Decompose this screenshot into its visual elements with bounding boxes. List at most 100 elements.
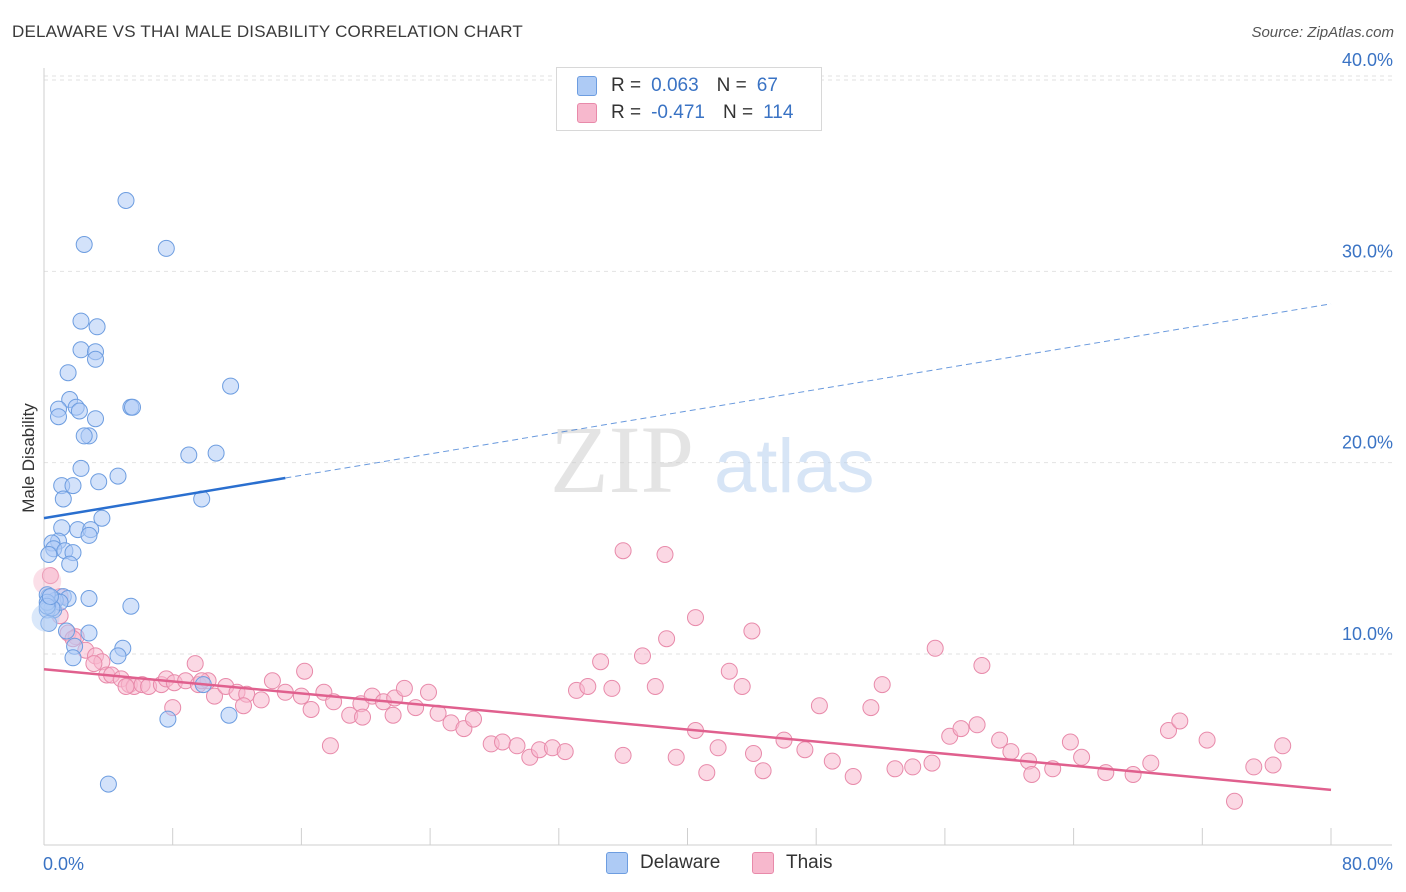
y-tick-label: 10.0% (1342, 624, 1393, 644)
data-point (186, 655, 204, 673)
legend-row-delaware: R = 0.063 N = 67 (577, 73, 778, 99)
thais-points (33, 542, 1292, 810)
data-point (687, 609, 704, 627)
data-point (634, 647, 651, 665)
data-point (407, 699, 425, 717)
data-point (1023, 766, 1041, 783)
data-point (159, 710, 177, 728)
data-point (87, 350, 104, 368)
thais-trend-line (43, 668, 1332, 792)
data-point (745, 745, 762, 762)
y-tick-labels: 10.0% 20.0% 30.0% 40.0% (1342, 50, 1393, 644)
data-point (603, 679, 621, 697)
data-point (80, 526, 98, 544)
data-point (296, 662, 314, 680)
data-point (75, 236, 93, 253)
data-point (80, 624, 98, 642)
data-point (1226, 792, 1243, 810)
data-point (263, 672, 281, 690)
data-point (41, 588, 59, 606)
data-point (117, 678, 135, 695)
data-point (72, 312, 90, 330)
data-point (873, 676, 891, 694)
stats-legend: R = 0.063 N = 67 R = -0.471 N = 114 (556, 67, 822, 131)
data-point-cluster (31, 603, 60, 632)
data-point (667, 748, 685, 766)
data-point (72, 341, 90, 359)
data-point (117, 192, 135, 209)
y-tick-label: 30.0% (1342, 241, 1393, 261)
data-point (384, 706, 402, 724)
data-point (87, 410, 104, 428)
data-point (41, 567, 59, 585)
data-point (85, 655, 103, 673)
legend-r-value: -0.471 (651, 102, 705, 123)
series-legend: Delaware Thais (0, 852, 1406, 878)
data-point (58, 622, 75, 640)
data-point (54, 490, 72, 508)
legend-n-label: N = (722, 102, 754, 123)
data-point (302, 701, 320, 718)
data-point (733, 678, 751, 695)
delaware-trend-line (43, 476, 286, 520)
data-point (180, 446, 198, 464)
legend-n-label: N = (716, 75, 747, 96)
data-point (709, 739, 727, 757)
data-point (656, 546, 674, 563)
data-point (1264, 756, 1282, 774)
data-point (614, 542, 632, 560)
legend-r-label: R = (611, 102, 642, 123)
watermark: ZIP atlas (550, 406, 875, 513)
data-point (1073, 748, 1091, 766)
watermark-zip: ZIP (550, 406, 694, 513)
data-point (1002, 743, 1020, 761)
data-point (465, 710, 482, 728)
watermark-atlas: atlas (714, 424, 875, 509)
data-point (973, 657, 991, 674)
data-point (321, 737, 339, 755)
data-point (50, 408, 67, 426)
series-legend-label: Delaware (640, 852, 721, 873)
data-point (968, 716, 986, 734)
data-point (64, 649, 82, 667)
data-point (70, 402, 88, 420)
data-point (1198, 731, 1216, 749)
data-point (646, 678, 664, 695)
y-tick-label: 20.0% (1342, 433, 1393, 453)
data-point (64, 477, 82, 495)
legend-swatch-delaware (577, 76, 597, 96)
data-point (720, 662, 738, 680)
data-point (72, 459, 90, 477)
y-axis-label: Male Disability (19, 403, 38, 513)
legend-r-value: 0.063 (651, 75, 699, 96)
x-max-label: 80.0% (1342, 854, 1393, 874)
data-point (508, 737, 526, 755)
data-point (556, 743, 574, 761)
delaware-points (31, 192, 240, 793)
legend-swatch-delaware (606, 852, 628, 874)
data-point (904, 758, 922, 776)
data-point (743, 622, 761, 640)
data-point (823, 752, 841, 770)
series-legend-thais[interactable]: Thais (752, 852, 832, 874)
data-point (80, 590, 98, 607)
series-legend-delaware[interactable]: Delaware (606, 852, 720, 874)
data-point (592, 653, 610, 671)
data-point (810, 697, 828, 715)
data-point (952, 720, 970, 738)
data-point (222, 377, 240, 395)
legend-n-value: 114 (763, 102, 794, 123)
data-point (157, 239, 175, 257)
grid-lines (44, 75, 1392, 655)
data-point (754, 762, 772, 780)
data-point (1061, 733, 1079, 751)
data-point (59, 364, 77, 382)
data-point (886, 760, 904, 778)
data-point (235, 697, 252, 715)
data-point (658, 630, 676, 648)
x-min-label: 0.0% (43, 854, 84, 874)
data-point (207, 444, 225, 462)
data-point (991, 731, 1009, 749)
data-point (61, 555, 79, 573)
legend-n-value: 67 (756, 75, 778, 96)
